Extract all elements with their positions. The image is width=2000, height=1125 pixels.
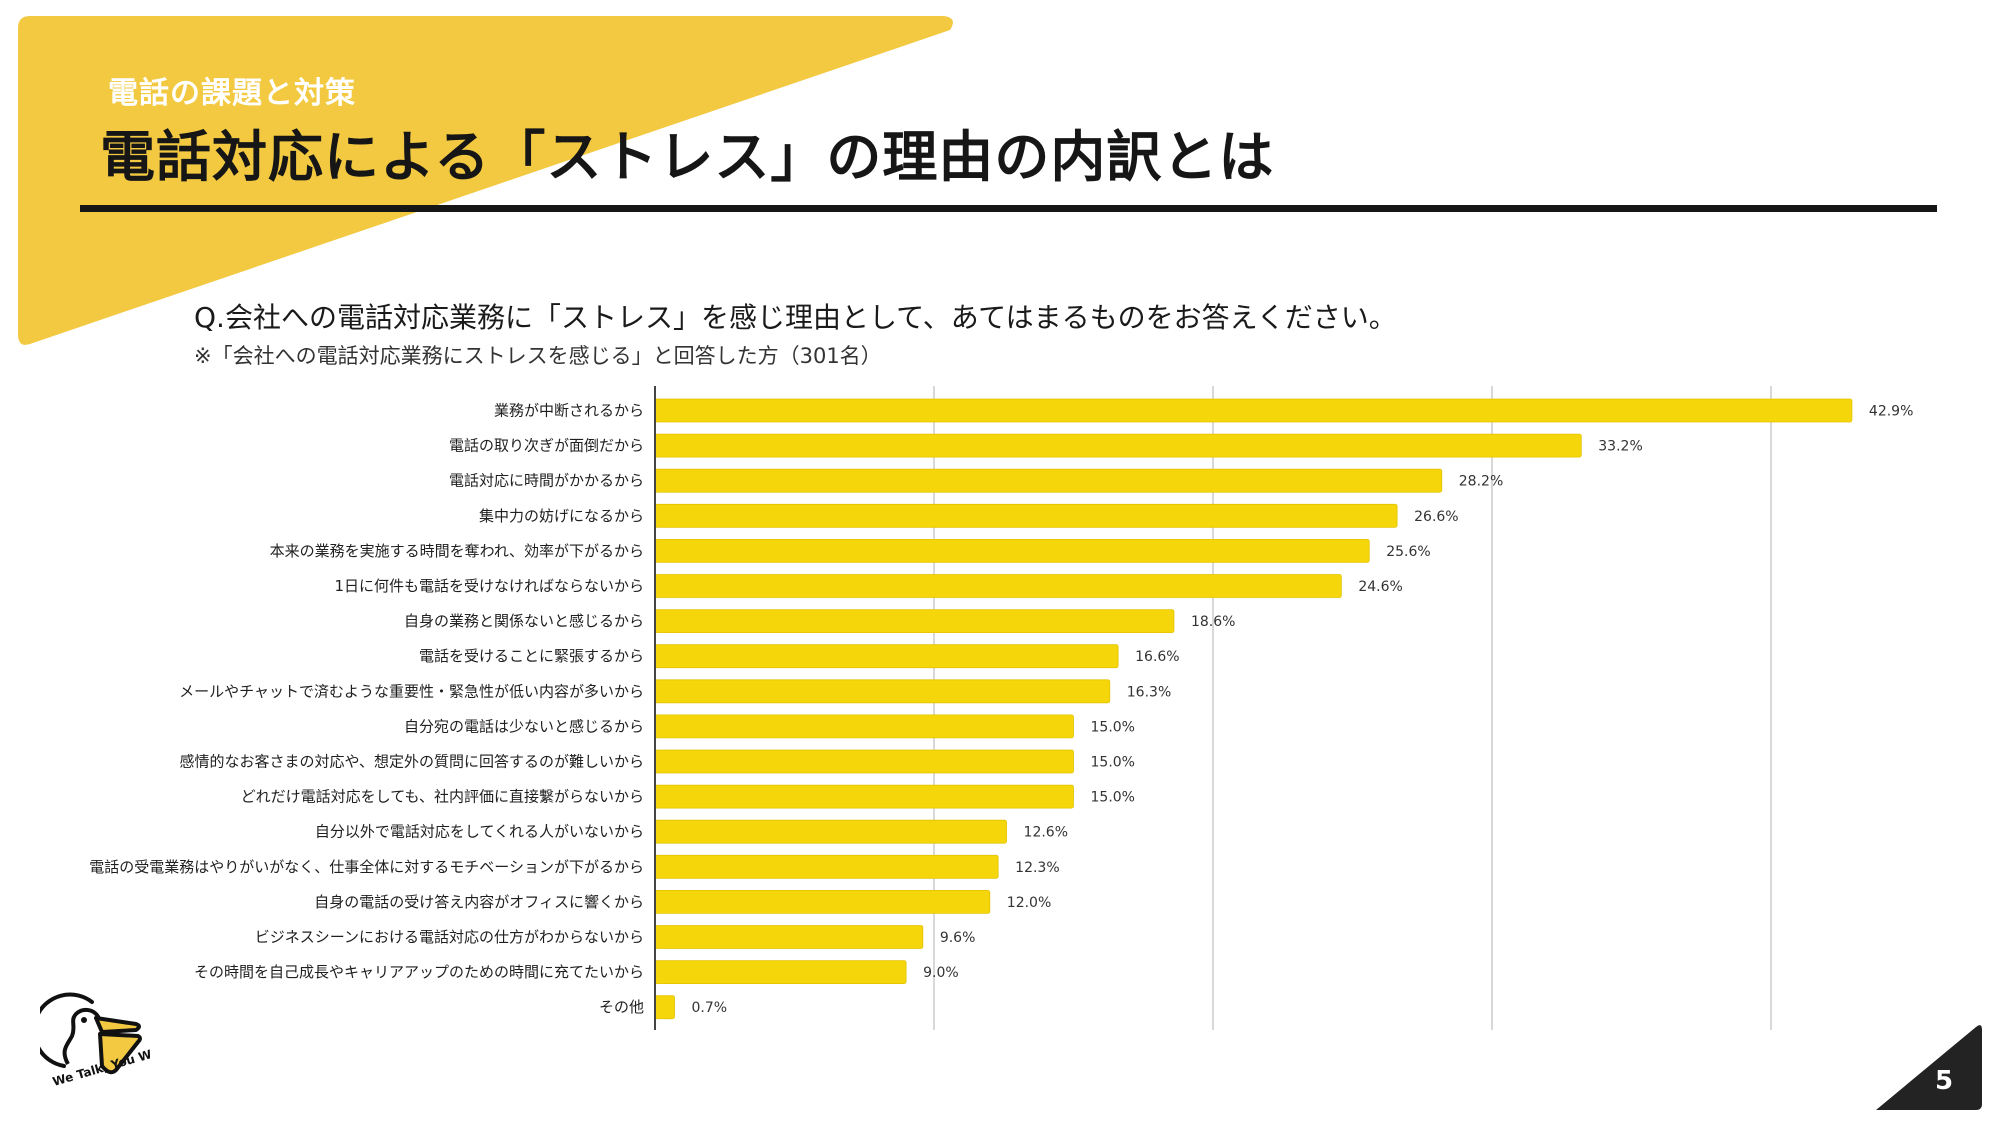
section-label: 電話の課題と対策 [108, 76, 356, 111]
bar [654, 995, 675, 1020]
bar [654, 433, 1582, 458]
value-label: 12.3% [1015, 860, 1059, 876]
category-label: 集中力の妨げになるから [479, 507, 644, 525]
category-label: その時間を自己成長やキャリアアップのための時間に充てたいから [194, 963, 644, 981]
value-label: 15.0% [1091, 790, 1135, 806]
bar [654, 819, 1007, 844]
bar [654, 890, 991, 914]
bar [654, 960, 907, 984]
category-label: その他 [599, 998, 644, 1016]
value-label: 9.0% [923, 965, 959, 981]
category-label: 1日に何件も電話を受けなければならないから [334, 577, 644, 595]
bars [654, 398, 1853, 1020]
labels: 業務が中断されるから 42.9% 電話の取り次ぎが面倒だから 33.2% 電話対応に時間… [89, 402, 1913, 1017]
pelican-logo-icon: We Talk, You Work. [40, 992, 150, 1089]
bar [654, 749, 1074, 774]
value-label: 18.6% [1191, 614, 1235, 630]
value-label: 33.2% [1598, 439, 1642, 455]
category-label: どれだけ電話対応をしても、社内評価に直接繋がらないから [241, 788, 644, 806]
value-label: 12.0% [1007, 895, 1051, 911]
category-label: 自身の業務と関係ないと感じるから [404, 612, 644, 630]
page-number: 5 [1934, 1066, 1954, 1096]
bar [654, 468, 1443, 493]
gridlines [933, 386, 1772, 1030]
value-label: 26.6% [1414, 509, 1458, 525]
yellow-corner-triangle [18, 16, 953, 345]
value-label: 15.0% [1091, 755, 1135, 771]
category-label: 電話対応に時間がかかるから [449, 472, 644, 490]
bar [654, 503, 1398, 528]
survey-note: ※「会社への電話対応業務にストレスを感じる」と回答した方（301名） [194, 344, 882, 368]
bar [654, 679, 1111, 704]
bar [654, 714, 1074, 739]
value-label: 16.6% [1135, 649, 1179, 665]
bar [654, 784, 1074, 809]
bar [654, 539, 1370, 563]
value-label: 15.0% [1091, 719, 1135, 735]
value-label: 0.7% [692, 1000, 728, 1016]
category-label: 自分宛の電話は少ないと感じるから [404, 717, 644, 735]
value-label: 12.6% [1024, 825, 1068, 841]
bar [654, 925, 924, 949]
bar [654, 574, 1342, 598]
bar [654, 609, 1175, 633]
category-label: 電話の受電業務はやりがいがなく、仕事全体に対するモチベーションが下がるから [89, 858, 644, 876]
page-number-triangle [1876, 1025, 1982, 1110]
category-label: 電話を受けることに緊張するから [419, 647, 644, 665]
category-label: 電話の取り次ぎが面倒だから [449, 437, 644, 455]
category-label: メールやチャットで済むような重要性・緊急性が低い内容が多いから [179, 682, 644, 700]
category-label: 自身の電話の受け答え内容がオフィスに響くから [314, 893, 644, 911]
survey-question: Q.会社への電話対応業務に「ストレス」を感じ理由として、あてはまるものをお答えく… [194, 301, 1397, 334]
category-label: ビジネスシーンにおける電話対応の仕方がわからないから [255, 928, 644, 946]
bar [654, 644, 1119, 669]
value-label: 42.9% [1869, 404, 1913, 420]
bar [654, 398, 1853, 423]
value-label: 16.3% [1127, 684, 1171, 700]
bar [654, 854, 999, 879]
title-divider [80, 205, 1937, 212]
value-label: 24.6% [1358, 579, 1402, 595]
value-label: 28.2% [1459, 474, 1503, 490]
category-label: 本来の業務を実施する時間を奪われ、効率が下がるから [270, 542, 644, 560]
category-label: 業務が中断されるから [494, 402, 644, 420]
page-title: 電話対応による「ストレス」の理由の内訳とは [100, 125, 1275, 189]
value-label: 25.6% [1386, 544, 1430, 560]
category-label: 感情的なお客さまの対応や、想定外の質問に回答するのが難しいから [179, 753, 644, 771]
category-label: 自分以外で電話対応をしてくれる人がいないから [315, 823, 644, 841]
value-label: 9.6% [940, 930, 976, 946]
